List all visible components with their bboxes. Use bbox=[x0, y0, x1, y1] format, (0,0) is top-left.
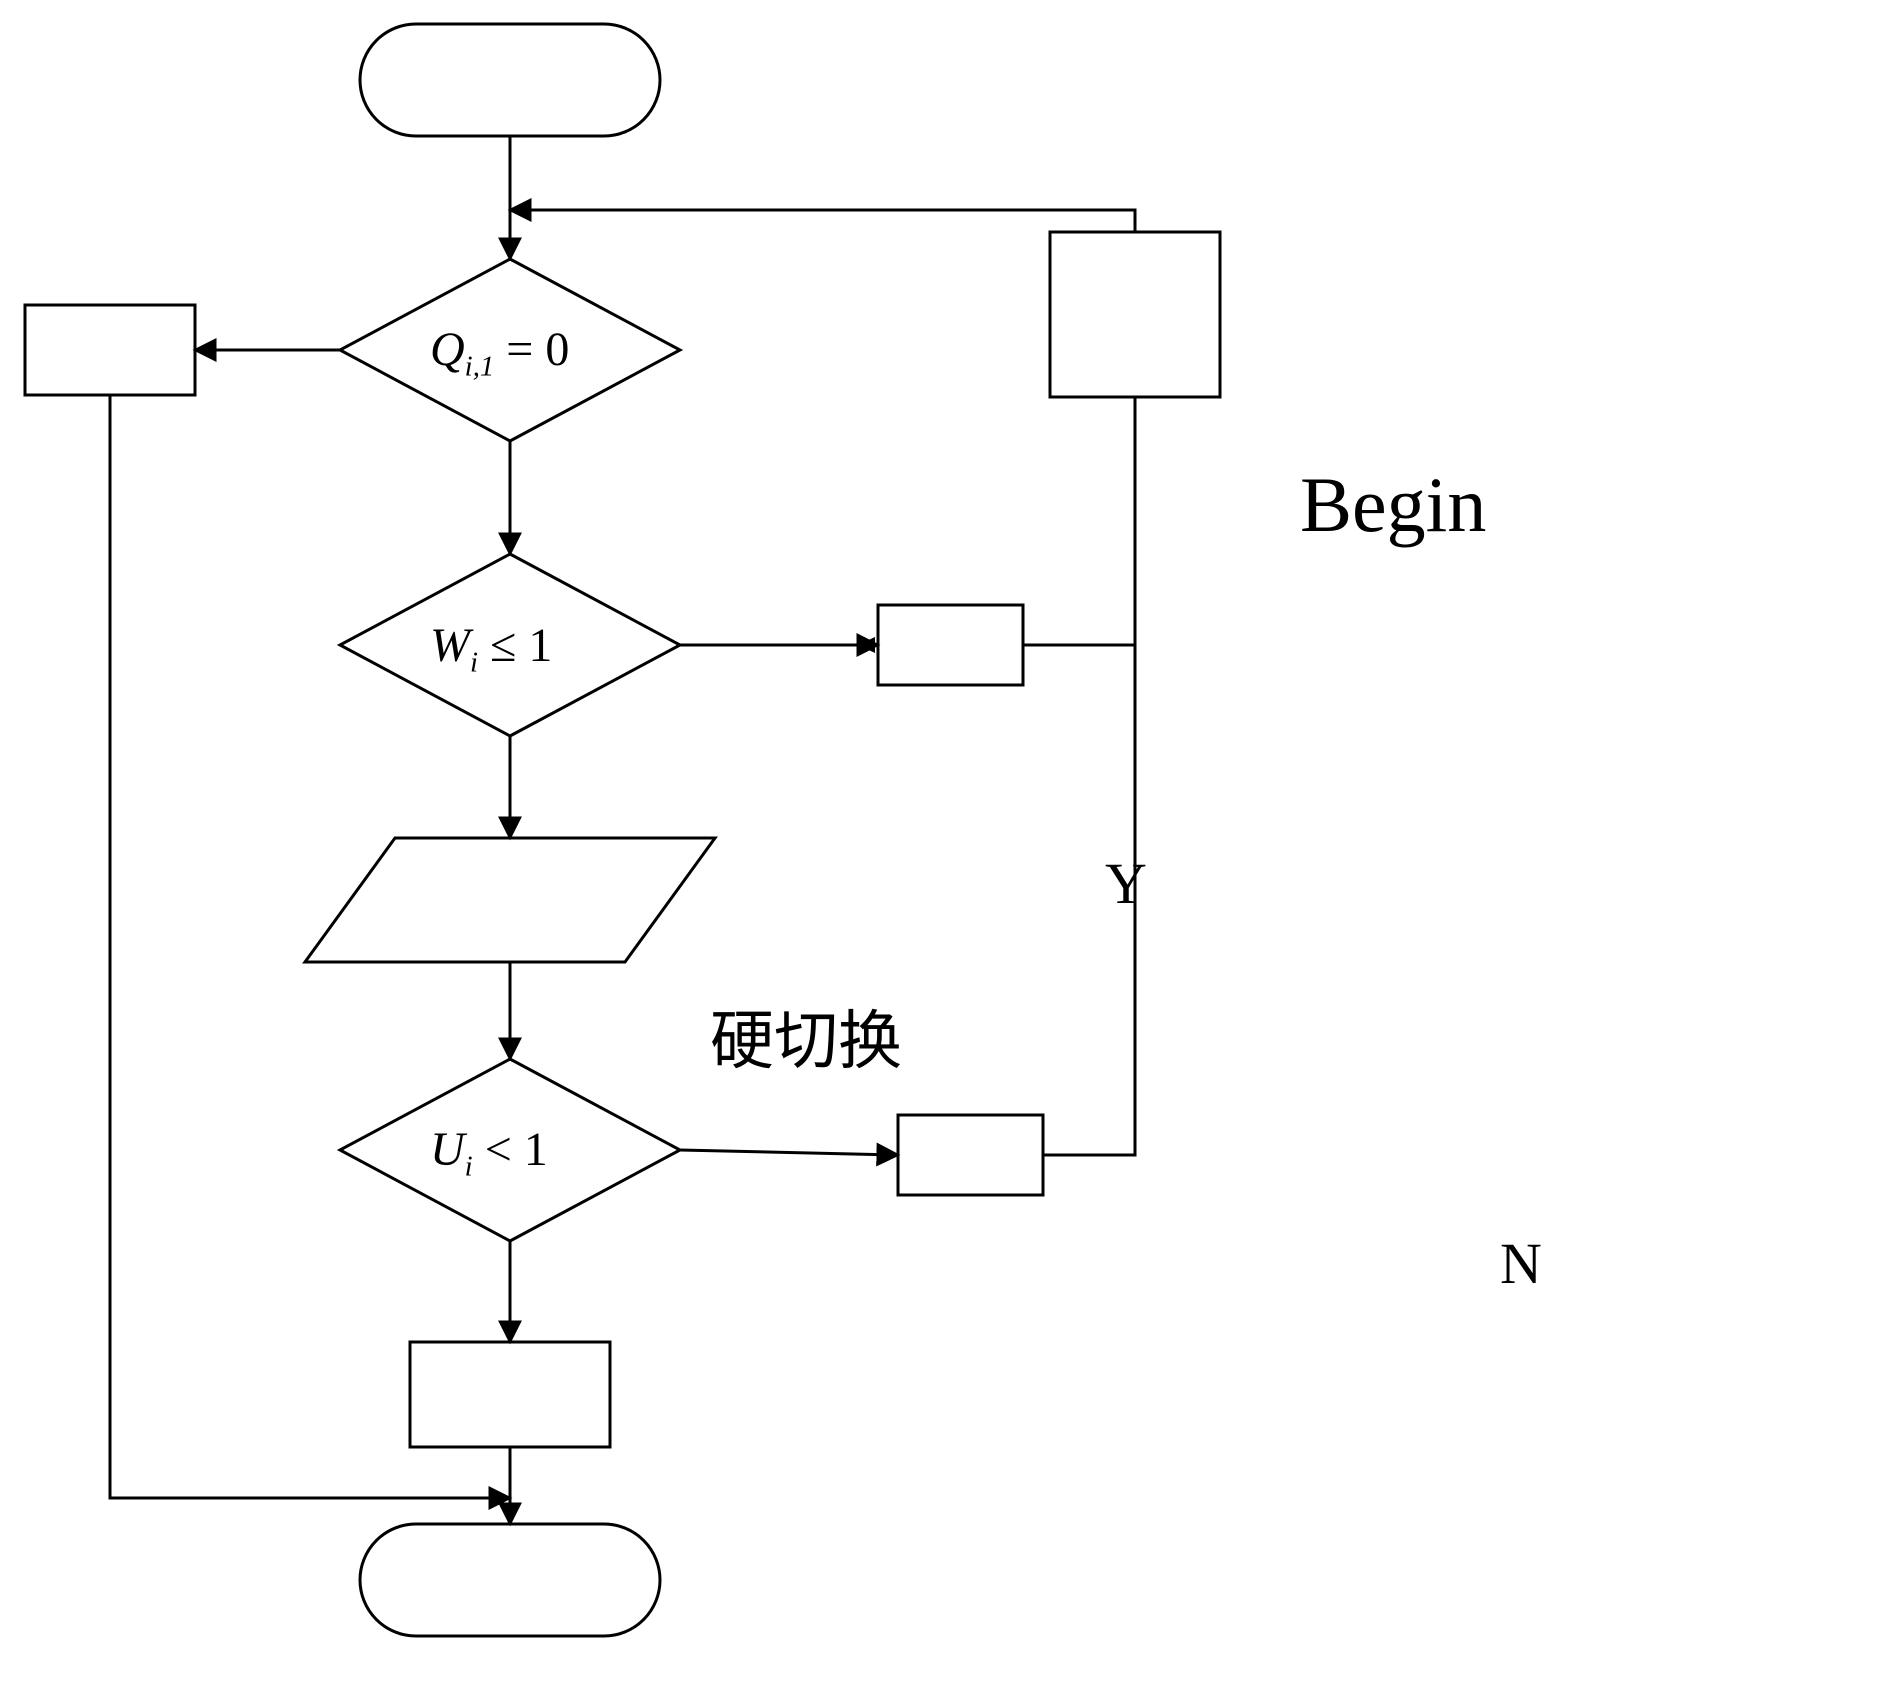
parallelogram-io bbox=[305, 838, 715, 962]
rect-top-right bbox=[1050, 232, 1220, 397]
label-y: Y bbox=[1105, 850, 1147, 917]
label-hard-switch: 硬切换 bbox=[710, 990, 902, 1082]
label-n: N bbox=[1500, 1230, 1542, 1297]
edge-rectleft-end bbox=[110, 395, 510, 1498]
rect-left bbox=[25, 305, 195, 395]
edge-d3-rectlowr bbox=[680, 1150, 898, 1155]
rect-mid-right bbox=[878, 605, 1023, 685]
label-begin: Begin bbox=[1300, 460, 1486, 550]
decision-w-text: Wi ≤ 1 bbox=[430, 618, 552, 680]
rect-bottom bbox=[410, 1342, 610, 1447]
arrowhead-left-midr bbox=[858, 637, 875, 653]
edge-rectmidr-recttr bbox=[1023, 397, 1135, 645]
edge-recttr-top bbox=[510, 210, 1135, 232]
decision-q-text: Qi,1 = 0 bbox=[430, 322, 569, 384]
end-node bbox=[360, 1524, 660, 1636]
rect-lower-right bbox=[898, 1115, 1043, 1195]
start-node bbox=[360, 24, 660, 136]
flowchart-canvas bbox=[0, 0, 1888, 1696]
decision-u-text: Ui < 1 bbox=[430, 1122, 548, 1184]
